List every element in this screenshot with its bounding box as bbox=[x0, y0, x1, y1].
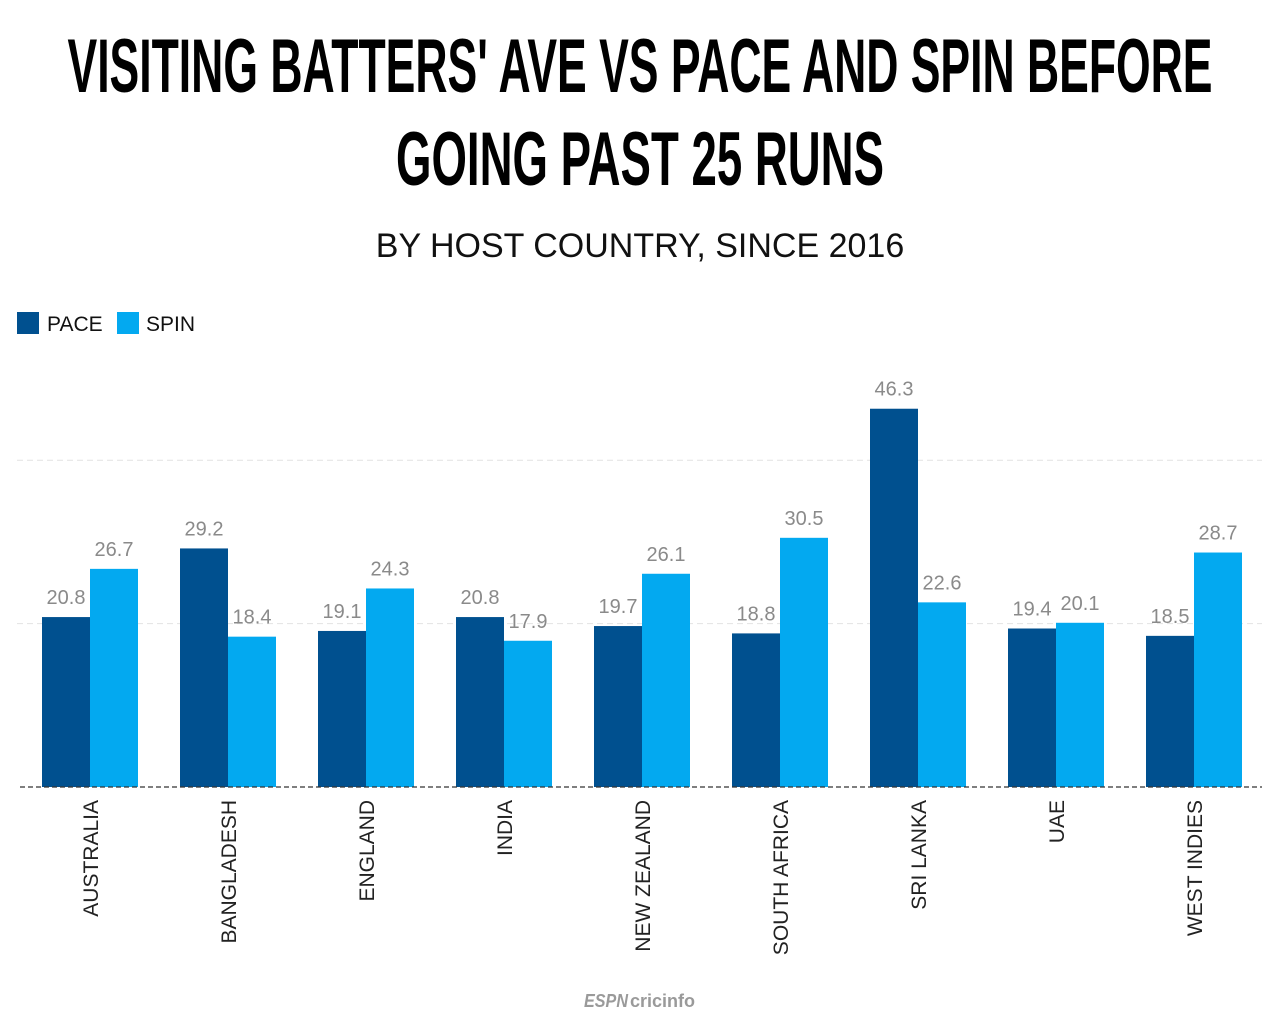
category-label: SOUTH AFRICA bbox=[770, 800, 793, 955]
data-label: 20.8 bbox=[461, 587, 500, 609]
data-label: 28.7 bbox=[1199, 523, 1238, 545]
bar-spin-new-zealand bbox=[642, 573, 690, 787]
bar-spin-england bbox=[366, 588, 414, 787]
chart-title-line-1: VISITING BATTERS' AVE VS PACE AND SPIN B… bbox=[68, 24, 1213, 109]
data-label: 17.9 bbox=[509, 611, 548, 633]
category-label: INDIA bbox=[494, 800, 517, 856]
category-label: BANGLADESH bbox=[218, 800, 241, 944]
bar-pace-south-africa bbox=[732, 633, 780, 787]
legend-label-spin: SPIN bbox=[146, 313, 195, 336]
category-label: WEST INDIES bbox=[1184, 800, 1207, 936]
chart-title-line-2: GOING PAST 25 RUNS bbox=[396, 117, 884, 202]
logo-cricinfo: cricinfo bbox=[630, 991, 695, 1011]
data-label: 19.7 bbox=[599, 596, 638, 618]
bar-spin-uae bbox=[1056, 622, 1104, 787]
espncricinfo-logo: ESPN cricinfo bbox=[584, 991, 695, 1011]
data-label: 46.3 bbox=[875, 379, 914, 401]
category-label: SRI LANKA bbox=[908, 800, 931, 910]
data-label: 24.3 bbox=[371, 558, 410, 580]
legend-swatch-pace bbox=[17, 312, 39, 334]
data-label: 22.6 bbox=[923, 572, 962, 594]
bar-pace-new-zealand bbox=[594, 626, 642, 787]
legend-label-pace: PACE bbox=[47, 313, 103, 336]
data-label: 18.5 bbox=[1151, 606, 1190, 628]
legend-swatch-spin bbox=[117, 312, 139, 334]
bar-spin-sri-lanka bbox=[918, 602, 966, 787]
data-label: 19.1 bbox=[323, 601, 362, 623]
data-label: 29.2 bbox=[185, 518, 224, 540]
bar-pace-england bbox=[318, 630, 366, 787]
category-labels: AUSTRALIA BANGLADESH ENGLAND INDIA NEW ZEALA… bbox=[80, 800, 1207, 955]
data-label: 19.4 bbox=[1013, 599, 1052, 621]
bar-spin-australia bbox=[90, 568, 138, 787]
data-label: 26.1 bbox=[647, 544, 686, 566]
category-label: AUSTRALIA bbox=[80, 800, 103, 917]
gridlines bbox=[17, 459, 1262, 625]
data-label: 26.7 bbox=[95, 539, 134, 561]
chart-subtitle: BY HOST COUNTRY, SINCE 2016 bbox=[376, 227, 904, 265]
data-label: 18.8 bbox=[737, 603, 776, 625]
logo-espn: ESPN bbox=[584, 991, 629, 1011]
category-label: UAE bbox=[1046, 800, 1069, 843]
bar-pace-sri-lanka bbox=[870, 408, 918, 787]
legend: PACE SPIN bbox=[17, 312, 195, 336]
bar-pace-australia bbox=[42, 617, 90, 787]
bar-spin-west-indies bbox=[1194, 552, 1242, 787]
category-label: NEW ZEALAND bbox=[632, 800, 655, 952]
bar-pace-uae bbox=[1008, 628, 1056, 787]
bars: 20.8 26.7 29.2 18.4 19.1 24.3 20.8 17.9 19.7 26.1… bbox=[42, 379, 1242, 787]
data-label: 30.5 bbox=[785, 508, 824, 530]
bar-spin-india bbox=[504, 640, 552, 787]
data-label: 20.8 bbox=[47, 587, 86, 609]
data-label: 18.4 bbox=[233, 607, 272, 629]
bar-pace-bangladesh bbox=[180, 548, 228, 787]
bar-spin-south-africa bbox=[780, 537, 828, 787]
bar-spin-bangladesh bbox=[228, 636, 276, 787]
bar-pace-west-indies bbox=[1146, 635, 1194, 787]
category-label: ENGLAND bbox=[356, 800, 379, 902]
bar-pace-india bbox=[456, 617, 504, 787]
data-label: 20.1 bbox=[1061, 593, 1100, 615]
